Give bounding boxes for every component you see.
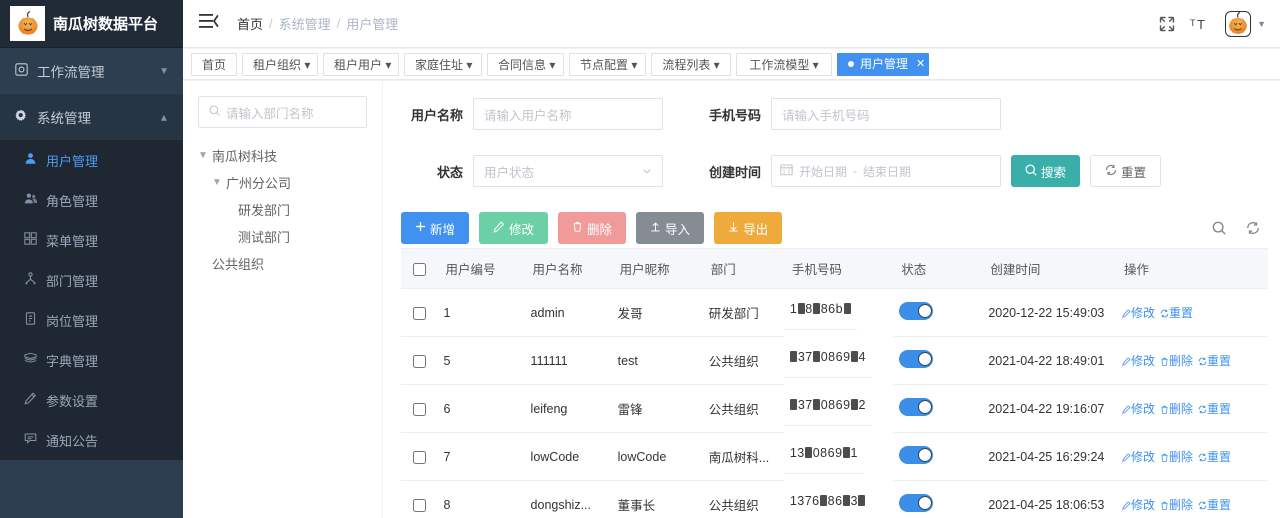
svg-text:T: T [1197, 17, 1205, 31]
svg-text:T: T [1190, 18, 1196, 28]
